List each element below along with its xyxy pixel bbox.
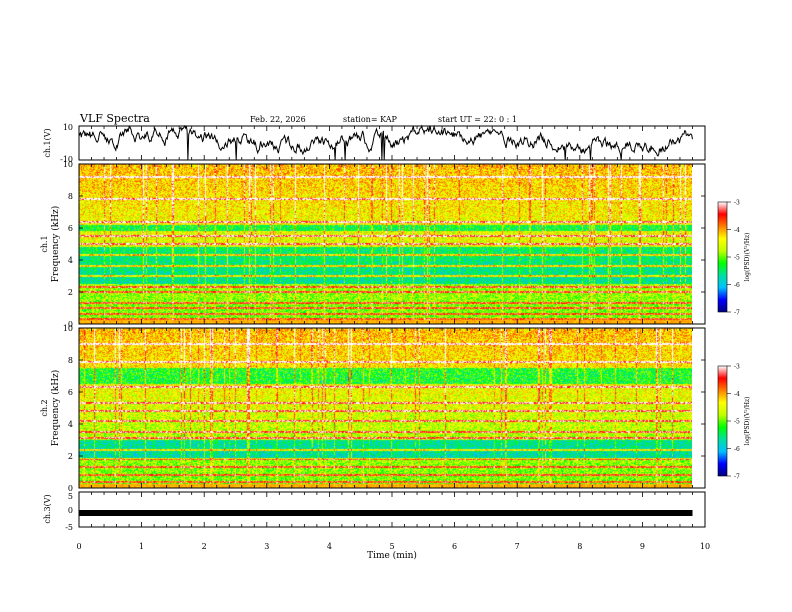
y-tick-label: 2	[68, 452, 73, 461]
x-tick-label: 8	[577, 542, 582, 551]
x-tick-label: 3	[264, 542, 269, 551]
y-tick-label: 8	[68, 192, 73, 201]
ch1-waveform-panel: 10 -10 ch.1(V)	[43, 123, 706, 164]
colorbar-tick-label: -5	[734, 255, 740, 262]
ch2-spectrogram-ylabel-ch: ch.2	[40, 399, 49, 416]
colorbar-tick-label: -6	[734, 446, 740, 453]
x-tick-label: 4	[327, 542, 332, 551]
ch1-waveform-ticks	[78, 126, 706, 160]
x-tick-label: 7	[515, 542, 520, 551]
x-tick-label: 9	[640, 542, 645, 551]
y-tick-label: 10	[63, 324, 73, 333]
ch2-colorbar-label: log(PSD)(V²/Hz)	[744, 397, 751, 446]
ch1-ytick-bottom: -10	[60, 155, 73, 164]
ch2-spectrogram-image	[79, 328, 692, 488]
ch1-spectrogram-ticks	[78, 164, 706, 324]
colorbar-tick-label: -5	[734, 419, 740, 426]
figure-start-time: start UT = 22: 0 : 1	[438, 115, 517, 124]
y-tick-label: 0	[68, 320, 73, 329]
spectrogram-raster	[79, 328, 692, 488]
colorbar-tick-label: -3	[734, 200, 740, 207]
figure-title: VLF Spectra	[79, 112, 150, 125]
ch3-ytick-top: 5	[68, 492, 73, 501]
ch2-spectrogram-panel: 0 2 4 6 8 10 ch.2 Frequency (kHz)	[40, 324, 706, 493]
x-tick-label: 0	[76, 542, 81, 551]
ch1-spectrogram-ylabel-freq: Frequency (kHz)	[50, 206, 61, 283]
ch2-colorbar-fill	[717, 365, 728, 477]
ch3-waveform-frame	[78, 491, 706, 528]
x-tick-label: 10	[700, 542, 710, 551]
ch1-ytick-top: 10	[63, 123, 73, 132]
x-tick-label: 2	[202, 542, 207, 551]
ch2-colorbar-ticks: -3 -4 -5 -6 -7	[727, 364, 740, 481]
colorbar-tick-label: -3	[734, 364, 740, 371]
ch3-waveform-line	[79, 510, 693, 516]
x-tick-label: 1	[139, 542, 144, 551]
ch1-colorbar: -3 -4 -5 -6 -7 log(PSD)(V²/Hz)	[717, 200, 751, 317]
y-tick-label: 8	[68, 356, 73, 365]
colorbar-tick-label: -7	[734, 310, 740, 317]
ch2-colorbar: -3 -4 -5 -6 -7 log(PSD)(V²/Hz)	[717, 364, 751, 481]
ch2-spectrogram-ylabel-freq: Frequency (kHz)	[50, 370, 61, 447]
ch3-ytick-bottom: -5	[65, 523, 73, 532]
spectrogram-raster	[79, 164, 692, 324]
x-axis-label: Time (min)	[367, 550, 417, 561]
ch3-waveform-panel: 5 0 -5 ch.3(V)	[43, 491, 706, 532]
colorbar-tick-label: -4	[734, 391, 740, 398]
ch1-waveform-line	[78, 124, 693, 161]
ch1-spectrogram-ylabel-ch: ch.1	[40, 235, 49, 252]
y-tick-label: 2	[68, 288, 73, 297]
colorbar-tick-label: -7	[734, 474, 740, 481]
y-tick-label: 6	[68, 388, 73, 397]
colorbar-tick-label: -4	[734, 227, 740, 234]
y-tick-label: 10	[63, 160, 73, 169]
y-tick-label: 4	[68, 420, 73, 429]
ch2-spectrogram-yticks: 0 2 4 6 8 10	[63, 324, 705, 493]
ch1-spectrogram-image	[79, 164, 692, 324]
figure-station: station= KAP	[343, 115, 398, 124]
ch1-spectrogram-yticks: 0 2 4 6 8 10	[63, 160, 705, 329]
ch1-colorbar-fill	[717, 201, 728, 313]
ch1-colorbar-label: log(PSD)(V²/Hz)	[744, 233, 751, 282]
ch1-spectrogram-panel: 0 2 4 6 8 10 ch.1 Frequency (kHz)	[40, 160, 706, 329]
ch3-ytick-mid: 0	[68, 506, 73, 515]
colorbar-tick-label: -6	[734, 282, 740, 289]
ch1-ylabel: ch.1(V)	[43, 128, 52, 157]
ch2-spectrogram-ticks	[78, 328, 706, 488]
y-tick-label: 6	[68, 224, 73, 233]
ch3-waveform-ticks	[78, 492, 706, 527]
y-tick-label: 4	[68, 256, 73, 265]
x-tick-label: 5	[389, 542, 394, 551]
ch3-ylabel: ch.3(V)	[43, 494, 52, 523]
y-tick-label: 0	[68, 484, 73, 493]
ch1-colorbar-ticks: -3 -4 -5 -6 -7	[727, 200, 740, 317]
x-tick-label: 6	[452, 542, 457, 551]
x-axis-tick-labels: 0 1 2 3 4 5 6 7 8 9 10	[76, 542, 710, 551]
figure-date: Feb. 22, 2026	[250, 115, 306, 124]
